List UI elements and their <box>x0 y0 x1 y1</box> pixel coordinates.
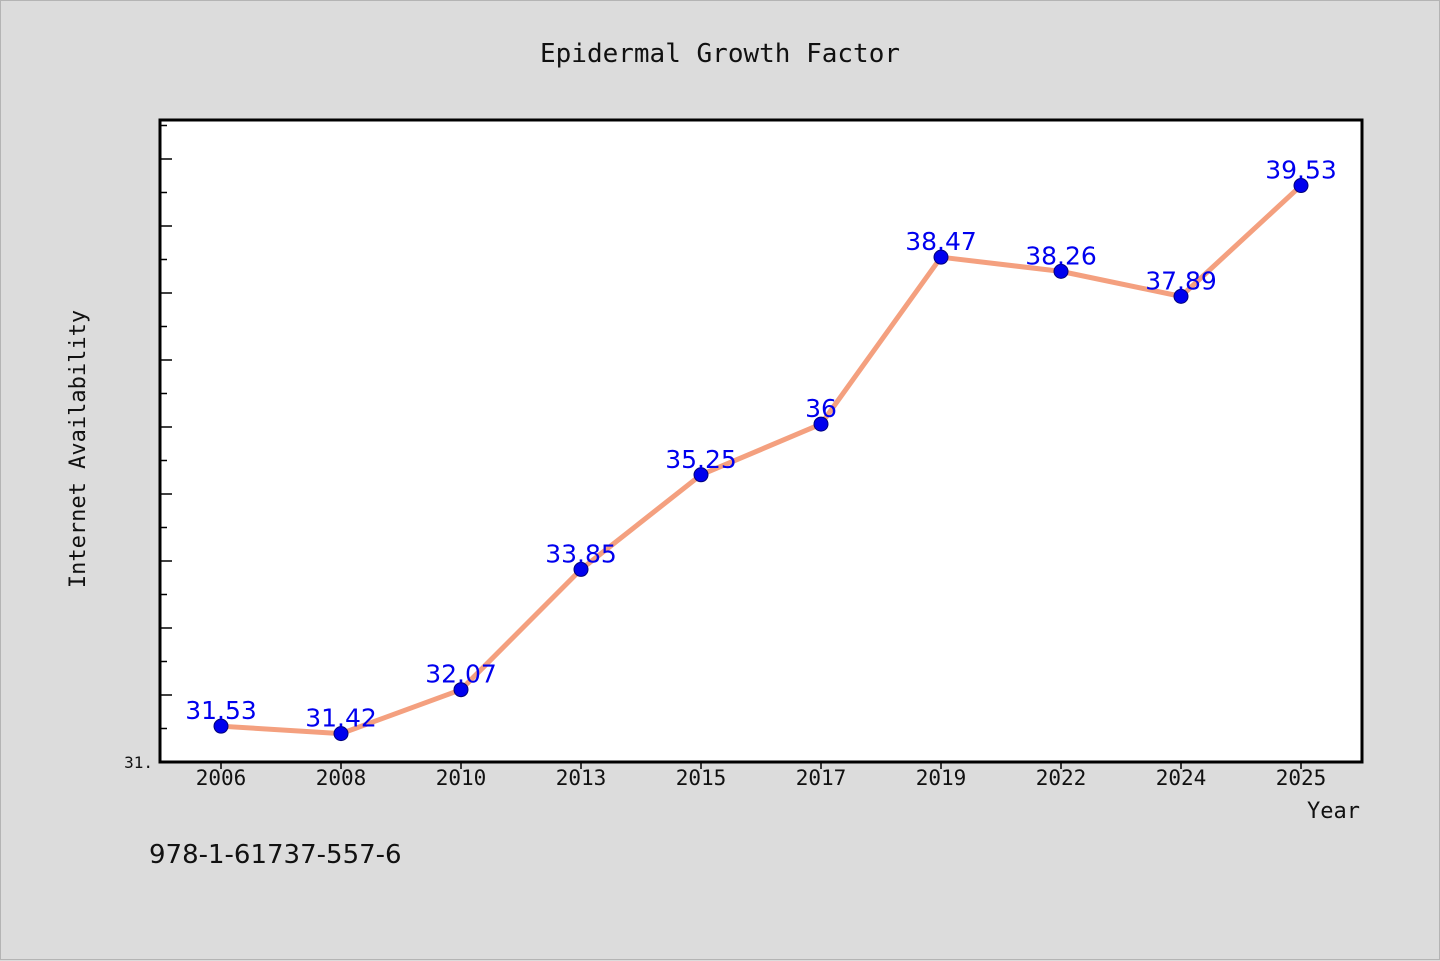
x-tick-label-2025: 2025 <box>1276 766 1327 790</box>
data-label-2019: 38.47 <box>905 227 977 256</box>
data-label-2006: 31.53 <box>185 696 257 725</box>
series-line <box>218 183 1304 737</box>
data-points <box>213 178 1309 742</box>
data-label-2015: 35.25 <box>665 445 737 474</box>
data-point-2019 <box>933 249 949 265</box>
data-point-2006 <box>213 718 229 734</box>
y-axis-ticks <box>160 124 172 730</box>
x-tick-label-2008: 2008 <box>316 766 367 790</box>
y-axis-label: Internet Availability <box>66 310 91 588</box>
data-point-2013 <box>573 561 589 577</box>
data-label-2008: 31.42 <box>305 704 377 733</box>
x-tick-label-2010: 2010 <box>436 766 487 790</box>
data-label-2022: 38.26 <box>1025 241 1097 270</box>
chart-title: Epidermal Growth Factor <box>540 39 900 69</box>
data-label-2025: 39.53 <box>1265 156 1337 185</box>
data-point-2024 <box>1173 288 1189 304</box>
series-line-group <box>218 183 1304 737</box>
data-point-2015 <box>693 467 709 483</box>
footer-isbn: 978-1-61737-557-6 <box>149 840 402 870</box>
x-axis-ticks: 2006 2008 2010 2013 2015 2017 2019 2022 2024 2025 <box>196 762 1327 790</box>
data-label-2017: 36 <box>805 394 837 423</box>
plot-area <box>158 118 1364 764</box>
x-tick-label-2017: 2017 <box>796 766 847 790</box>
data-point-2010 <box>453 682 469 698</box>
data-label-2024: 37.89 <box>1145 266 1217 295</box>
x-tick-label-2024: 2024 <box>1156 766 1207 790</box>
x-axis-label: Year <box>1307 799 1360 824</box>
x-tick-label-2019: 2019 <box>916 766 967 790</box>
data-label-2013: 33.85 <box>545 539 617 568</box>
data-labels: 31.53 31.42 32.07 33.85 35.25 36 38.47 38.26 37.… <box>185 156 1337 733</box>
x-tick-label-2006: 2006 <box>196 766 247 790</box>
data-point-2025 <box>1293 178 1309 194</box>
x-tick-label-2015: 2015 <box>676 766 727 790</box>
x-tick-label-2022: 2022 <box>1036 766 1087 790</box>
x-tick-label-2013: 2013 <box>556 766 607 790</box>
data-label-2010: 32.07 <box>425 660 497 689</box>
data-point-2008 <box>333 726 349 742</box>
data-point-2022 <box>1053 263 1069 279</box>
data-point-2017 <box>813 416 829 432</box>
y-axis-tick-label: 31. <box>124 753 153 772</box>
